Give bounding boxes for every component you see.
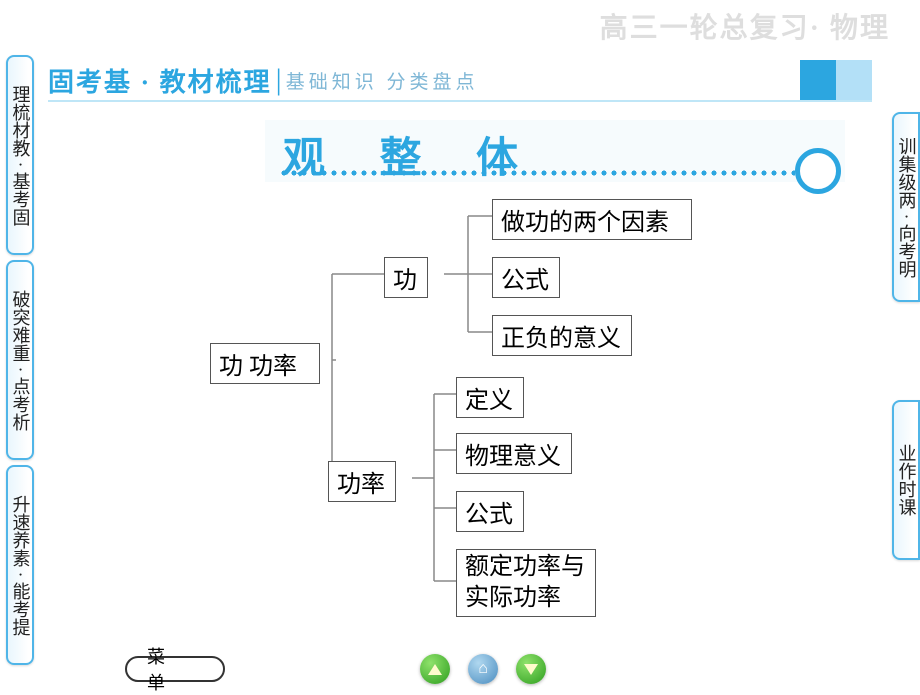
title-bar: 固考基 · 教材梳理 | 基础知识 分类盘点 [48, 60, 872, 100]
right-tab-label: 训集级两 · 向考明 [897, 137, 916, 278]
node-l2: 公式 [492, 257, 560, 298]
tree-diagram: 功 功率功功率做功的两个因素公式正负的意义定义物理意义公式额定功率与实际功率 [200, 195, 720, 645]
right-tab-1[interactable]: 业作时课 [892, 400, 920, 560]
title-main: 固考基 · 教材梳理 [48, 62, 272, 99]
node-l4: 定义 [456, 377, 524, 418]
home-button[interactable]: ⌂ [468, 654, 498, 684]
node-l7: 额定功率与实际功率 [456, 549, 596, 617]
banner: 观 整 体 [265, 120, 845, 182]
header-watermark: 高三一轮总复习· 物理 [600, 6, 890, 46]
next-page-button[interactable] [516, 654, 546, 684]
node-l1: 做功的两个因素 [492, 199, 692, 240]
left-tab-1[interactable]: 破突难重 · 点考析 [6, 260, 34, 460]
banner-ring-icon [795, 148, 841, 194]
left-tab-0[interactable]: 理梳材教 · 基考固 [6, 55, 34, 255]
accent-block-dark [800, 60, 836, 100]
arrow-up-icon [428, 664, 442, 675]
left-tab-label: 理梳材教 · 基考固 [11, 85, 30, 226]
left-tab-label: 升速养素 · 能考提 [11, 495, 30, 636]
banner-dots [279, 170, 795, 176]
node-g1: 功 [384, 257, 428, 298]
node-l6: 公式 [456, 491, 524, 532]
prev-page-button[interactable] [420, 654, 450, 684]
title-underline [48, 100, 872, 102]
right-tab-label: 业作时课 [897, 444, 916, 516]
menu-button-label: 菜单 [147, 643, 223, 695]
node-root: 功 功率 [210, 343, 320, 384]
title-sub: 基础知识 分类盘点 [286, 67, 479, 94]
left-tab-label: 破突难重 · 点考析 [11, 290, 30, 431]
accent-block-light [836, 60, 872, 100]
arrow-down-icon [524, 664, 538, 675]
node-l5: 物理意义 [456, 433, 572, 474]
home-icon: ⌂ [478, 661, 488, 677]
node-g2: 功率 [328, 461, 396, 502]
nav-icons: ⌂ [420, 654, 546, 684]
left-tab-2[interactable]: 升速养素 · 能考提 [6, 465, 34, 665]
menu-button[interactable]: 菜单 [125, 656, 225, 682]
title-separator: | [276, 63, 282, 97]
right-tab-0[interactable]: 训集级两 · 向考明 [892, 112, 920, 302]
title-accent-blocks [800, 60, 872, 100]
node-l3: 正负的意义 [492, 315, 632, 356]
